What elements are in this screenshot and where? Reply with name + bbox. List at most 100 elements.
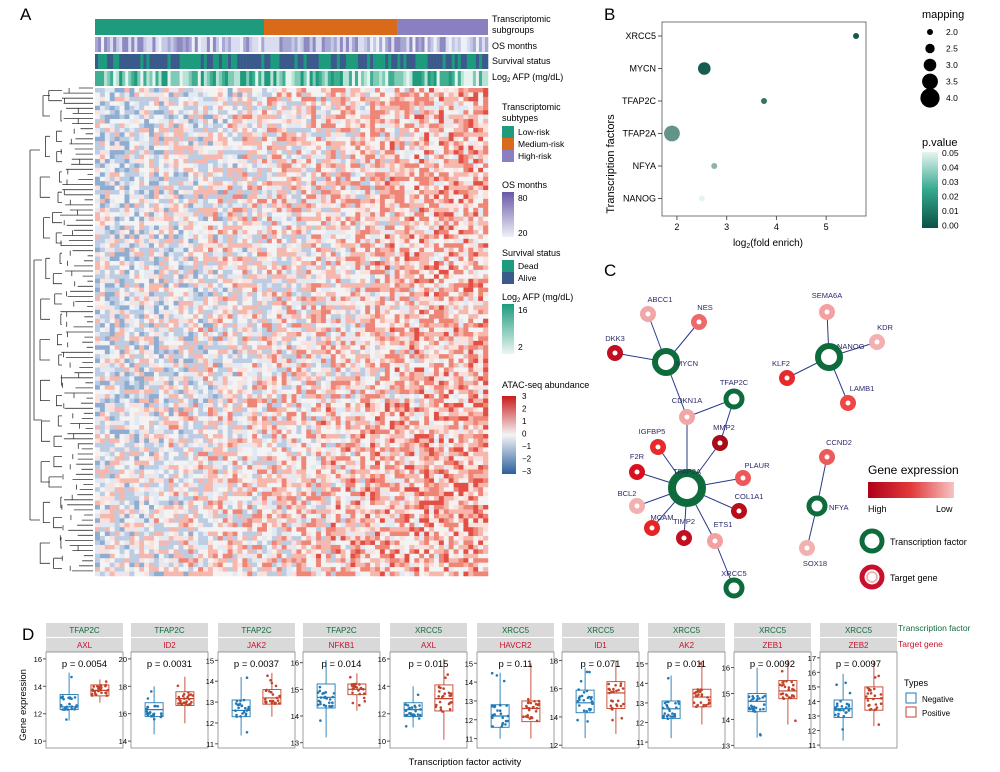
heatmap-cell	[320, 194, 327, 200]
heatmap-cell	[370, 221, 376, 226]
heatmap-cell	[483, 305, 489, 311]
heatmap-cell	[153, 119, 160, 124]
heatmap-cell	[325, 145, 332, 151]
heatmap-cell	[163, 305, 169, 311]
heatmap-cell	[119, 88, 125, 93]
heatmap-cell	[247, 216, 253, 222]
heatmap-cell	[320, 207, 327, 213]
heatmap-cell	[433, 101, 440, 106]
heatmap-cell	[483, 336, 489, 342]
heatmap-cell	[247, 283, 253, 288]
heatmap-cell	[217, 101, 223, 106]
heatmap-cell	[399, 274, 405, 280]
heatmap-cell	[433, 274, 440, 280]
heatmap-cell	[335, 88, 341, 93]
survival-cell	[430, 54, 434, 69]
heatmap-cell	[252, 296, 258, 302]
heatmap-cell	[104, 163, 110, 169]
heatmap-cell	[483, 101, 489, 106]
heatmap-cell	[433, 269, 440, 275]
heatmap-cell	[365, 221, 371, 226]
heatmap-cell	[227, 163, 233, 169]
heatmap-cell	[330, 88, 336, 93]
heatmap-cell	[168, 221, 174, 226]
heatmap-cell	[99, 238, 106, 244]
heatmap-cell	[345, 181, 351, 186]
heatmap-cell	[355, 323, 361, 328]
heatmap-cell	[458, 243, 464, 248]
heatmap-cell	[158, 158, 165, 164]
heatmap-cell	[217, 105, 223, 111]
heatmap-cell	[149, 110, 155, 115]
heatmap-cell	[429, 181, 435, 186]
heatmap-cell	[217, 150, 223, 155]
heatmap-cell	[360, 185, 366, 191]
heatmap-cell	[404, 105, 410, 111]
heatmap-cell	[330, 238, 336, 244]
heatmap-cell	[207, 105, 214, 111]
heatmap-cell	[365, 203, 371, 209]
heatmap-cell	[114, 336, 120, 342]
afp-cell	[418, 71, 422, 86]
heatmap-cell	[276, 252, 282, 257]
heatmap-cell	[335, 198, 341, 204]
heatmap-cell	[429, 327, 435, 333]
heatmap-cell	[198, 101, 204, 106]
heatmap-cell	[222, 190, 228, 195]
heatmap-cell	[227, 132, 233, 138]
heatmap-cell	[375, 229, 381, 235]
heatmap-cell	[478, 163, 484, 169]
heatmap-cell	[296, 150, 302, 155]
heatmap-cell	[262, 203, 268, 209]
heatmap-cell	[473, 274, 479, 280]
heatmap-cell	[227, 318, 233, 324]
heatmap-cell	[286, 252, 292, 257]
heatmap-cell	[463, 105, 469, 111]
heatmap-cell	[483, 163, 489, 169]
heatmap-cell	[109, 283, 115, 288]
heatmap-cell	[458, 150, 464, 155]
heatmap-cell	[409, 101, 415, 106]
heatmap-cell	[325, 207, 332, 213]
heatmap-cell	[301, 216, 307, 222]
heatmap-cell	[370, 185, 376, 191]
heatmap-cell	[433, 229, 440, 235]
heatmap-cell	[119, 123, 125, 129]
heatmap-cell	[247, 252, 253, 257]
heatmap-cell	[350, 158, 356, 164]
heatmap-cell	[291, 278, 297, 284]
heatmap-cell	[345, 256, 351, 262]
heatmap-cell	[448, 88, 454, 93]
heatmap-cell	[163, 198, 169, 204]
heatmap-cell	[345, 323, 351, 328]
heatmap-cell	[478, 176, 484, 182]
heatmap-cell	[119, 92, 125, 98]
survival-cell	[249, 54, 253, 69]
heatmap-cell	[306, 203, 312, 209]
heatmap-cell	[193, 229, 199, 235]
heatmap-cell	[365, 167, 371, 173]
survival-cell	[367, 54, 371, 69]
heatmap-cell	[139, 145, 145, 151]
heatmap-cell	[247, 127, 253, 133]
heatmap-cell	[232, 158, 238, 164]
heatmap-cell	[257, 305, 263, 311]
heatmap-cell	[217, 274, 223, 280]
heatmap-cell	[153, 265, 160, 271]
heatmap-cell	[473, 172, 479, 177]
heatmap-cell	[330, 167, 336, 173]
heatmap-cell	[207, 287, 214, 293]
os-cell	[291, 37, 295, 52]
heatmap-cell	[468, 243, 474, 248]
heatmap-cell	[163, 141, 169, 146]
heatmap-cell	[365, 332, 371, 337]
heatmap-cell	[340, 181, 346, 186]
heatmap-cell	[149, 194, 155, 200]
heatmap-cell	[178, 163, 184, 169]
heatmap-cell	[124, 216, 130, 222]
heatmap-cell	[453, 323, 459, 328]
heatmap-cell	[478, 287, 484, 293]
heatmap-cell	[271, 283, 278, 288]
heatmap-cell	[178, 287, 184, 293]
